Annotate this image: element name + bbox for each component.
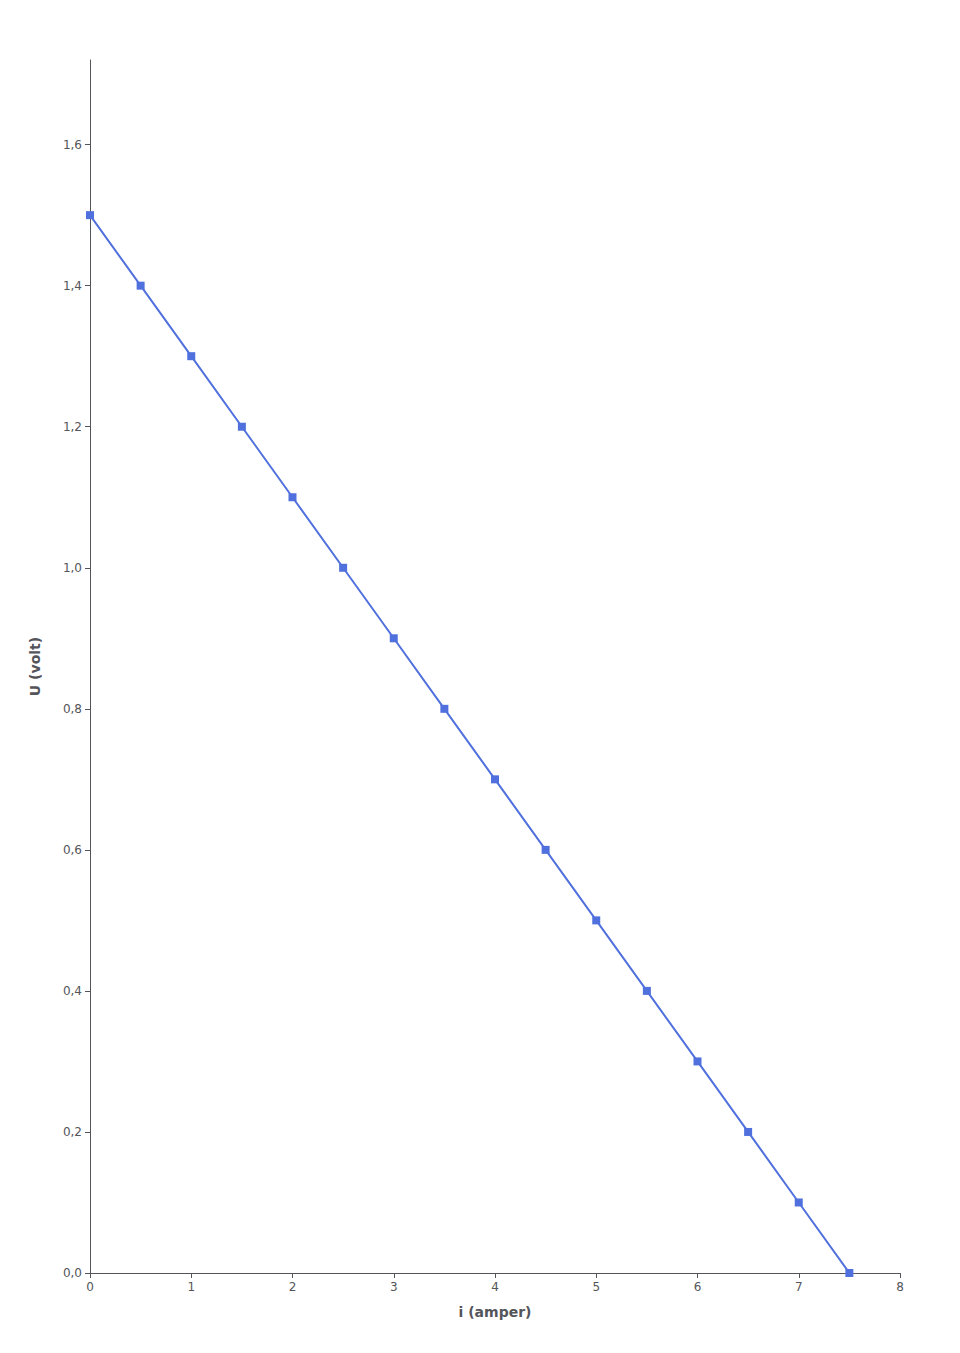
svg-text:6: 6 <box>694 1280 702 1294</box>
svg-text:1: 1 <box>187 1280 195 1294</box>
svg-text:0,2: 0,2 <box>63 1125 82 1139</box>
svg-text:1,4: 1,4 <box>63 279 82 293</box>
svg-text:4: 4 <box>491 1280 499 1294</box>
svg-text:1,2: 1,2 <box>63 420 82 434</box>
svg-text:3: 3 <box>390 1280 398 1294</box>
svg-text:U (volt): U (volt) <box>27 637 43 696</box>
svg-text:5: 5 <box>592 1280 600 1294</box>
svg-text:2: 2 <box>289 1280 297 1294</box>
svg-text:0,0: 0,0 <box>63 1266 82 1280</box>
svg-text:0,4: 0,4 <box>63 984 82 998</box>
svg-text:i (amper): i (amper) <box>459 1304 532 1320</box>
svg-text:1,6: 1,6 <box>63 138 82 152</box>
svg-text:0,8: 0,8 <box>63 702 82 716</box>
svg-text:0: 0 <box>86 1280 94 1294</box>
svg-text:8: 8 <box>896 1280 904 1294</box>
svg-text:1,0: 1,0 <box>63 561 82 575</box>
svg-text:7: 7 <box>795 1280 803 1294</box>
svg-text:0,6: 0,6 <box>63 843 82 857</box>
